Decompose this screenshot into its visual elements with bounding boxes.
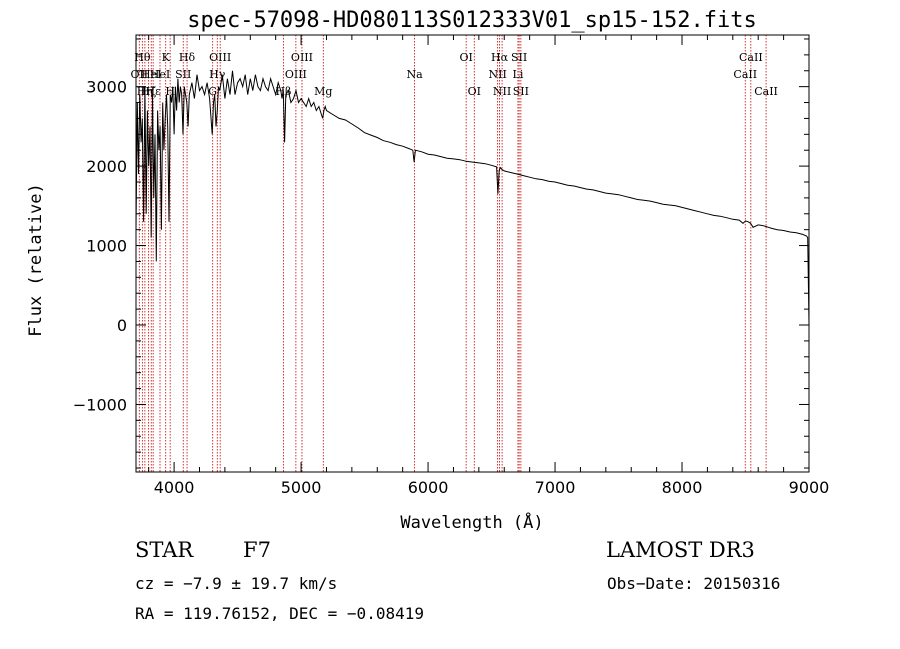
line-label: CaII bbox=[733, 68, 757, 81]
y-axis-label: Flux (relative) bbox=[26, 183, 46, 337]
line-label: OIII bbox=[291, 51, 313, 64]
spectral-line-markers bbox=[138, 35, 767, 472]
x-axis-ticks: 4000 5000 6000 7000 8000 9000 bbox=[148, 35, 830, 497]
spectrum-line bbox=[135, 70, 810, 326]
ra-dec: RA = 119.76152, DEC = −0.08419 bbox=[135, 604, 424, 623]
line-label: HeI bbox=[141, 68, 161, 81]
cz-value: cz = −7.9 ± 19.7 km/s bbox=[135, 574, 338, 593]
line-label: OII bbox=[130, 68, 148, 81]
line-label: SII bbox=[511, 51, 527, 64]
object-subclass: F7 bbox=[243, 538, 271, 562]
line-label: CaII bbox=[754, 85, 778, 98]
obs-date: Obs−Date: 20150316 bbox=[607, 574, 781, 593]
line-label: CaII bbox=[739, 51, 763, 64]
x-tick-label: 5000 bbox=[281, 478, 322, 497]
line-label: OI bbox=[459, 51, 472, 64]
x-tick-label: 8000 bbox=[662, 478, 703, 497]
x-tick-label: 7000 bbox=[535, 478, 576, 497]
y-tick-label: 2000 bbox=[86, 157, 127, 176]
line-label: H bbox=[165, 85, 175, 98]
object-class: STAR bbox=[135, 538, 194, 562]
chart-title: spec-57098-HD080113S012333V01_sp15-152.f… bbox=[187, 8, 757, 33]
line-label: K bbox=[162, 51, 171, 64]
x-tick-label: 9000 bbox=[789, 478, 830, 497]
line-label: NII bbox=[488, 68, 506, 81]
line-label: Hθ bbox=[134, 51, 151, 64]
y-tick-label: 1000 bbox=[86, 237, 127, 256]
line-label: Na bbox=[407, 68, 424, 81]
line-label: SII bbox=[175, 68, 191, 81]
line-label: OI bbox=[468, 85, 481, 98]
y-tick-label: 0 bbox=[117, 316, 127, 335]
line-label: Hε bbox=[145, 85, 161, 98]
plot-frame bbox=[135, 34, 810, 473]
line-label: OIII bbox=[285, 68, 307, 81]
line-label: NII bbox=[493, 85, 511, 98]
y-tick-label: 3000 bbox=[86, 78, 127, 97]
x-tick-label: 4000 bbox=[154, 478, 195, 497]
line-label: Hγ bbox=[209, 68, 226, 81]
x-axis-label: Wavelength (Å) bbox=[400, 511, 543, 533]
x-tick-label: 6000 bbox=[408, 478, 449, 497]
line-label: SII bbox=[513, 85, 529, 98]
line-label: Li bbox=[513, 68, 524, 81]
line-label: Hδ bbox=[179, 51, 196, 64]
line-label: OIII bbox=[209, 51, 231, 64]
line-label: HeI bbox=[150, 68, 170, 81]
survey-label: LAMOST DR3 bbox=[606, 538, 755, 562]
spectral-line-labels: OIIHθHηHζHeIHεHeIKHSIIHδGHγOIIIHβOIIIOII… bbox=[130, 51, 777, 98]
line-label: Mg bbox=[314, 85, 332, 98]
y-tick-label: −1000 bbox=[73, 395, 127, 414]
line-label: G bbox=[208, 85, 217, 98]
y-axis-ticks: −1000 0 1000 2000 3000 bbox=[73, 38, 809, 469]
line-label: Hα bbox=[491, 51, 509, 64]
